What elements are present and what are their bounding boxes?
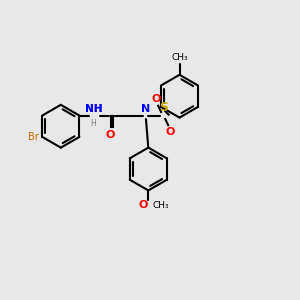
Text: S: S <box>159 101 168 114</box>
Text: O: O <box>106 130 115 140</box>
Text: CH₃: CH₃ <box>171 53 188 62</box>
Text: Br: Br <box>28 132 39 142</box>
Text: NH: NH <box>85 104 103 114</box>
Text: N: N <box>141 104 150 114</box>
Text: H: H <box>91 119 96 128</box>
Text: O: O <box>138 200 148 210</box>
Text: CH₃: CH₃ <box>153 201 169 210</box>
Text: NH: NH <box>85 104 103 114</box>
Text: O: O <box>152 94 161 104</box>
Text: O: O <box>165 127 174 137</box>
